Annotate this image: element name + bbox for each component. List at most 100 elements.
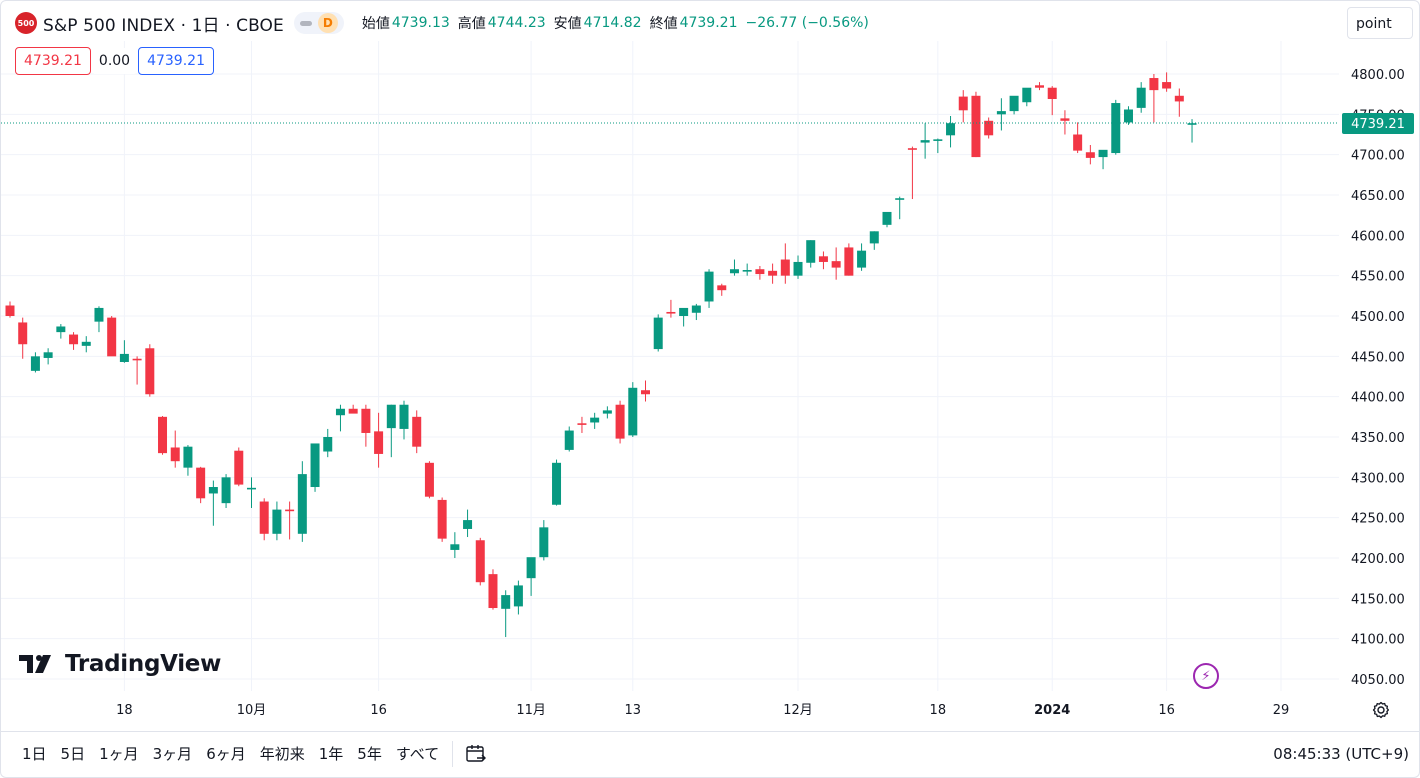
candle: [234, 447, 244, 487]
change-value: −26.77 (−0.56%): [745, 15, 869, 31]
candle-body: [412, 416, 422, 447]
candle: [310, 443, 320, 492]
candle-body: [831, 261, 841, 268]
candle-body: [1035, 85, 1045, 88]
candle-body: [30, 356, 40, 371]
market-status[interactable]: D: [293, 12, 344, 34]
candle-body: [69, 334, 79, 345]
candle-body: [780, 259, 790, 276]
candle: [361, 404, 371, 447]
period-1y[interactable]: 1年: [318, 745, 344, 763]
candle-body: [1009, 95, 1019, 112]
candle-body: [1085, 152, 1095, 158]
y-tick-label: 4550.00: [1351, 270, 1405, 285]
timezone-clock[interactable]: 08:45:33 (UTC+9): [1273, 745, 1409, 763]
candle: [297, 461, 307, 542]
period-all[interactable]: すべて: [395, 745, 440, 763]
y-tick-label: 4700.00: [1351, 149, 1405, 164]
candle: [666, 299, 676, 318]
candle: [424, 461, 434, 499]
candle-body: [208, 487, 218, 494]
symbol-title[interactable]: S&P 500 INDEX · 1日 · CBOE: [43, 15, 284, 36]
symbol-header: 500 S&P 500 INDEX · 1日 · CBOE D 始値 4739.1…: [15, 11, 877, 36]
candle-body: [882, 211, 892, 225]
period-selector: 1日 5日 1ヶ月 3ヶ月 6ヶ月 年初来 1年 5年 すべて: [15, 740, 489, 768]
period-6m[interactable]: 6ヶ月: [206, 745, 246, 763]
candle: [335, 404, 345, 432]
x-tick-label: 11月: [516, 703, 546, 718]
date-range-calendar-icon[interactable]: [463, 741, 489, 767]
period-3m[interactable]: 3ヶ月: [152, 745, 193, 763]
index-logo: 500: [15, 12, 37, 34]
period-5d[interactable]: 5日: [60, 745, 86, 763]
x-tick-label: 13: [625, 703, 642, 718]
candle: [920, 123, 930, 159]
period-5y[interactable]: 5年: [357, 745, 382, 763]
point-button[interactable]: point: [1347, 7, 1413, 39]
period-ytd[interactable]: 年初来: [259, 745, 305, 763]
candle-body: [272, 509, 282, 534]
candle-body: [183, 446, 193, 468]
candle: [1111, 99, 1121, 155]
candle-body: [755, 269, 765, 275]
candle: [1098, 149, 1108, 170]
candle-body: [119, 353, 129, 362]
candle: [285, 501, 295, 540]
candle-body: [742, 270, 752, 272]
y-tick-label: 4350.00: [1351, 431, 1405, 446]
candle-body: [1149, 78, 1159, 91]
candle: [1174, 88, 1184, 117]
candle: [996, 98, 1006, 131]
candle: [1047, 86, 1057, 116]
y-tick-label: 4600.00: [1351, 229, 1405, 244]
candle: [946, 115, 956, 148]
period-1d[interactable]: 1日: [22, 745, 47, 763]
tradingview-wordmark: TradingView: [65, 651, 222, 677]
flash-icon[interactable]: ⚡: [1193, 663, 1219, 689]
candle: [857, 243, 867, 271]
candle: [882, 211, 892, 228]
y-tick-label: 4300.00: [1351, 471, 1405, 486]
candle-body: [501, 595, 511, 609]
candle-body: [1098, 149, 1108, 158]
candle: [1123, 106, 1133, 125]
candle-body: [666, 311, 676, 314]
candle: [501, 590, 511, 638]
candle-body: [602, 410, 612, 414]
x-tick-label: 2024: [1034, 703, 1070, 718]
candle: [488, 569, 498, 610]
candle: [437, 497, 447, 542]
candle-body: [1022, 87, 1032, 103]
candle-body: [1060, 118, 1070, 121]
period-1m[interactable]: 1ヶ月: [99, 745, 139, 763]
candle: [412, 410, 422, 454]
candle: [971, 91, 981, 158]
candle-body: [196, 467, 206, 499]
candle-body: [221, 477, 231, 504]
candle: [1073, 122, 1083, 154]
candle: [844, 243, 854, 276]
candle: [602, 406, 612, 419]
candle-body: [323, 437, 333, 452]
candle: [475, 537, 485, 586]
candle-body: [907, 148, 917, 150]
candle: [907, 146, 917, 200]
candle-body: [1174, 95, 1184, 102]
candle-body: [43, 352, 53, 358]
x-tick-label: 12月: [783, 703, 813, 718]
candles: [5, 72, 1197, 638]
settings-gear-icon[interactable]: [1371, 700, 1391, 720]
candle-body: [18, 322, 28, 345]
candle-body: [158, 416, 168, 454]
sell-button[interactable]: 4739.21: [15, 47, 91, 75]
y-tick-label: 4100.00: [1351, 633, 1405, 648]
candle: [552, 459, 562, 506]
candle-body: [552, 462, 562, 505]
x-tick-label: 10月: [237, 703, 267, 718]
tradingview-logo[interactable]: TradingView: [19, 651, 221, 677]
open-label: 始値: [361, 16, 390, 32]
candlestick-chart[interactable]: 4050.00 4100.00 4150.00 4200.00 4250.00 4300.…: [1, 1, 1419, 731]
candle: [818, 251, 828, 270]
x-tick-label: 16: [370, 703, 387, 718]
buy-button[interactable]: 4739.21: [138, 47, 214, 75]
